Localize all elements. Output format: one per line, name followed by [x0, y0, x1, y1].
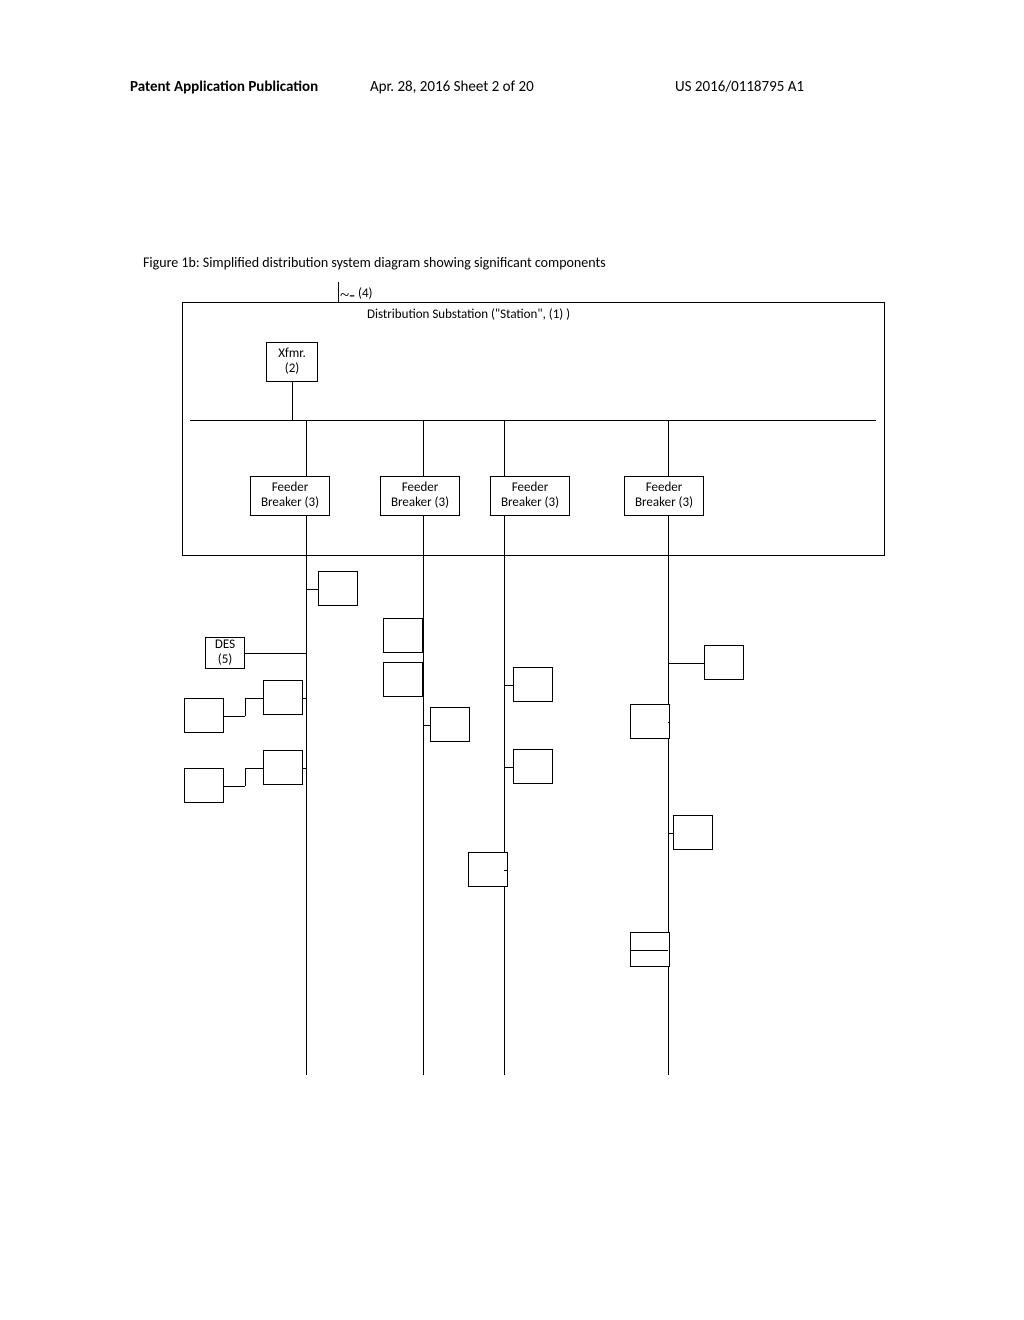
diagram-line — [423, 420, 424, 476]
des-box — [263, 750, 303, 785]
des-box — [184, 698, 224, 733]
diagram-line — [668, 420, 669, 476]
des-box — [468, 852, 508, 887]
diagram-line — [668, 663, 704, 664]
feeder-breaker-box: Feeder Breaker (3) — [250, 476, 330, 516]
des-box — [630, 704, 670, 739]
station-box — [182, 302, 885, 556]
distribution-diagram: ~- (4)Distribution Substation ("Station"… — [130, 282, 890, 1082]
diagram-line — [423, 725, 430, 726]
des-box — [513, 749, 553, 784]
diagram-line — [423, 516, 424, 1075]
feeder-breaker-box: Feeder Breaker (3) — [490, 476, 570, 516]
diagram-line — [224, 786, 245, 787]
feeder-breaker-box: Feeder Breaker (3) — [624, 476, 704, 516]
diagram-line — [303, 768, 306, 769]
diagram-line — [245, 768, 264, 769]
diagram-line — [245, 653, 306, 654]
diagram-line — [306, 516, 307, 1075]
header-right: US 2016/0118795 A1 — [675, 78, 804, 96]
diagram-line — [630, 950, 668, 951]
page-header: Patent Application Publication Apr. 28, … — [0, 78, 1024, 108]
header-center: Apr. 28, 2016 Sheet 2 of 20 — [370, 78, 534, 96]
diagram-line — [306, 589, 318, 590]
des-box — [513, 667, 553, 702]
des-box — [383, 618, 423, 653]
diagram-line — [245, 698, 264, 699]
header-left: Patent Application Publication — [130, 78, 318, 96]
diagram-line — [303, 698, 306, 699]
diagram-line — [504, 516, 505, 1075]
diagram-line — [504, 420, 505, 476]
figure-caption: Figure 1b: Simplified distribution syste… — [143, 254, 606, 271]
des-box-labeled: DES (5) — [205, 637, 245, 669]
diagram-line — [668, 722, 670, 723]
diagram-line — [306, 420, 307, 476]
des-box — [704, 645, 744, 680]
diagram-line — [504, 870, 508, 871]
input-ref-label: (4) — [358, 286, 372, 301]
des-box — [184, 768, 224, 803]
xfmr-box: Xfmr. (2) — [266, 342, 318, 382]
diagram-line — [504, 767, 513, 768]
diagram-line — [668, 516, 669, 1075]
diagram-line — [245, 768, 246, 786]
des-box — [318, 571, 358, 606]
diagram-line — [504, 685, 513, 686]
feeder-breaker-box: Feeder Breaker (3) — [380, 476, 460, 516]
diagram-line — [292, 382, 293, 420]
des-box — [383, 662, 423, 697]
diagram-line — [245, 698, 246, 716]
des-box — [673, 815, 713, 850]
station-title: Distribution Substation ("Station", (1) … — [367, 307, 570, 322]
diagram-line — [190, 420, 876, 421]
diagram-line — [668, 833, 673, 834]
des-box — [263, 680, 303, 715]
diagram-line — [224, 716, 245, 717]
des-box — [430, 707, 470, 742]
